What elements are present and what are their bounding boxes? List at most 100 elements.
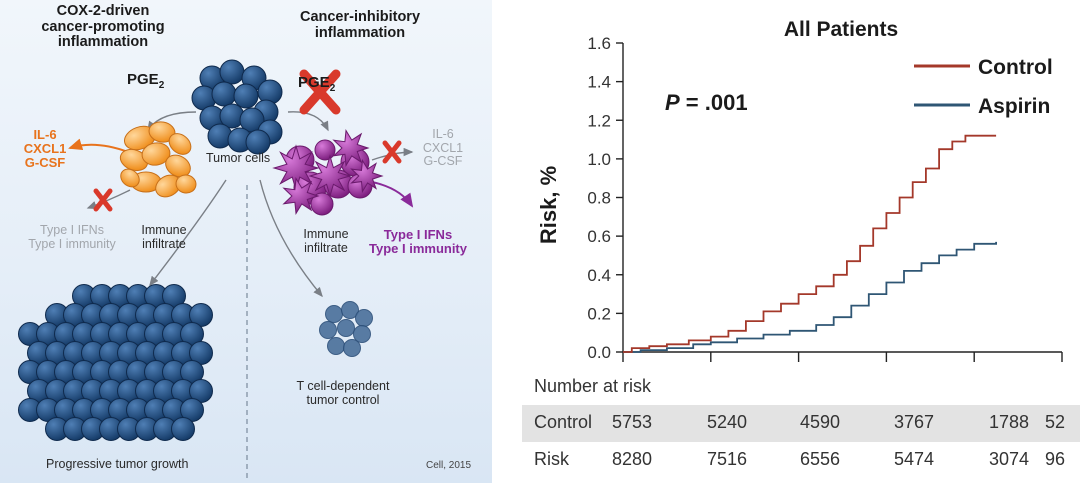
y-tick-label: 1.2 xyxy=(587,111,611,130)
cytokine-label: IL-6 xyxy=(432,127,454,141)
row-label: Control xyxy=(534,412,593,432)
table-cell: 5474 xyxy=(893,449,935,469)
infiltrate-label: infiltrate xyxy=(142,236,186,251)
dendritic-cell xyxy=(308,154,352,198)
ifn-label: Type I immunity xyxy=(369,241,467,257)
cross-icon xyxy=(382,140,402,164)
immune-cell xyxy=(175,174,197,194)
cytokine-label: G-CSF xyxy=(423,154,463,168)
pge-base: PGE xyxy=(298,74,330,91)
right-infiltrate-label: Immune infiltrate xyxy=(294,227,358,255)
number-at-risk-table: Number at risk Control 5753 5240 4590 37… xyxy=(492,370,1080,483)
y-axis-label: Risk, % xyxy=(536,166,561,244)
infiltrate-label: Immune xyxy=(141,223,187,237)
table-cell: 3767 xyxy=(893,412,935,432)
left-cytokines: IL-6 CXCL1 G-CSF xyxy=(22,127,68,171)
tumor-cell xyxy=(219,59,245,85)
legend-label-control: Control xyxy=(978,56,1053,79)
pge2-label: PGE2 xyxy=(127,71,165,92)
arrow-to-right-ifn xyxy=(371,181,414,208)
aspirin-series-line xyxy=(623,241,997,353)
tcell-label: T cell-dependent tumor control xyxy=(288,379,398,407)
control-series-line xyxy=(623,134,997,353)
y-tick-label: 0.0 xyxy=(587,343,611,362)
cytokine-label: CXCL1 xyxy=(422,140,464,155)
p-value-annotation: P = .001 xyxy=(665,90,748,115)
arrow-to-cytokines xyxy=(68,138,129,153)
tcell-label-line: tumor control xyxy=(306,392,380,407)
dendritic-cell xyxy=(350,158,384,194)
table-cell: 7516 xyxy=(706,449,748,469)
left-heading-line: cancer-promoting xyxy=(41,18,165,35)
tumor-cell xyxy=(171,417,195,441)
arrow-to-progressive xyxy=(149,179,227,287)
citation-label: Cell, 2015 xyxy=(426,460,472,471)
p-value-italic: P xyxy=(665,90,680,115)
table-cell: 52 xyxy=(1044,412,1066,432)
immune-cell xyxy=(168,133,192,155)
pge-sub: 2 xyxy=(329,83,336,94)
row-label: Risk xyxy=(534,449,569,469)
pge-base: PGE xyxy=(127,71,159,88)
chart-title: All Patients xyxy=(784,18,898,41)
right-heading-line: Cancer-inhibitory xyxy=(299,9,421,25)
legend-label-aspirin: Aspirin xyxy=(978,95,1050,118)
left-ifn-label: Type I IFNs Type I immunity xyxy=(24,223,120,251)
left-heading-line: COX-2-driven xyxy=(56,3,150,19)
cross-icon xyxy=(93,188,113,212)
tumor-cell xyxy=(341,301,359,319)
tcell-label-line: T cell-dependent xyxy=(296,379,390,393)
tumor-cells-cluster xyxy=(191,59,283,155)
dendritic-cell xyxy=(332,128,370,168)
kaplan-meier-chart: 0.0 0.2 0.4 0.6 0.8 1.0 1.2 1.4 1.6 All Patients… xyxy=(492,0,1080,483)
cytokine-label: IL-6 xyxy=(33,127,57,142)
table-cell: 4590 xyxy=(799,412,841,432)
small-tumor-cluster xyxy=(319,301,373,357)
ifn-label: Type I IFNs xyxy=(383,227,453,242)
ifn-label: Type I IFNs xyxy=(40,223,104,237)
tumor-cell xyxy=(211,81,237,107)
arrow-to-tcell xyxy=(259,179,323,298)
immune-cell xyxy=(141,142,171,166)
tumor-cell xyxy=(337,319,355,337)
tumor-cell xyxy=(343,339,361,357)
arrow-to-right-infiltrate xyxy=(287,111,329,132)
immune-cell xyxy=(165,154,191,178)
mechanism-illustration: COX-2-driven cancer-promoting inflammati… xyxy=(0,0,492,483)
table-row: Risk 8280 7516 6556 5474 3074 96 xyxy=(522,442,1080,479)
table-cell: 5753 xyxy=(611,412,653,432)
right-cytokines: IL-6 CXCL1 G-CSF xyxy=(418,127,468,169)
left-infiltrate-label: Immune infiltrate xyxy=(132,223,196,251)
y-tick-label: 0.6 xyxy=(587,227,611,246)
immune-cell xyxy=(310,192,334,216)
table-cell: 8280 xyxy=(611,449,653,469)
tumor-cell xyxy=(353,325,371,343)
tumor-cells-label: Tumor cells xyxy=(206,151,271,165)
y-tick-label: 0.8 xyxy=(587,189,611,208)
table-cell: 5240 xyxy=(706,412,748,432)
y-tick-label: 1.6 xyxy=(587,34,611,53)
cytokine-label: G-CSF xyxy=(24,155,66,171)
ifn-label: Type I immunity xyxy=(28,236,116,251)
mechanism-diagram xyxy=(18,59,414,478)
left-heading-line: inflammation xyxy=(57,34,149,51)
pge2-blocked-label: PGE2 xyxy=(298,74,336,95)
dendritic-cell xyxy=(282,176,320,216)
dendritic-cell xyxy=(272,144,320,192)
immune-cell xyxy=(314,139,336,161)
table-cell: 96 xyxy=(1044,449,1066,469)
progressive-label: Progressive tumor growth xyxy=(46,457,189,471)
table-cell: 1788 xyxy=(988,412,1030,432)
orange-immune-infiltrate xyxy=(119,121,197,198)
tumor-cell xyxy=(245,129,271,155)
x-axis-ticks xyxy=(622,352,1063,362)
tumor-cell xyxy=(319,321,337,339)
infiltrate-label: infiltrate xyxy=(304,240,348,255)
right-heading: Cancer-inhibitory inflammation xyxy=(285,9,435,41)
p-value-text: = .001 xyxy=(680,90,748,115)
pge-sub: 2 xyxy=(158,80,165,91)
risk-plot: 0.0 0.2 0.4 0.6 0.8 1.0 1.2 1.4 1.6 All Patients… xyxy=(536,18,1063,362)
cytokine-label: CXCL1 xyxy=(23,141,67,157)
tumor-cell xyxy=(325,305,343,323)
table-cell: 3074 xyxy=(988,449,1030,469)
